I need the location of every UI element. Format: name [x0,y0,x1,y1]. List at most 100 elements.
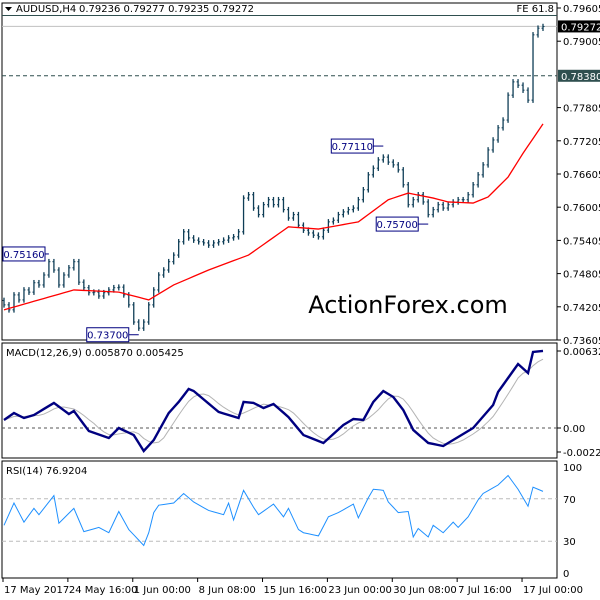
annotation-label: 0.77110 [332,142,373,153]
macd-signal-line [3,358,544,445]
fe-label: FE 61.8 [516,4,554,15]
price-bar [137,319,141,331]
price-annotation: 0.75160 [2,246,49,262]
price-bar [526,87,530,103]
ma-line [3,123,544,311]
price-bar [291,211,295,221]
price-bar [192,235,196,243]
price-tick-label: 0.73605 [563,336,600,347]
price-bar [122,284,126,298]
macd-line [3,349,544,453]
price-bar [426,199,430,218]
price-bar [511,79,515,98]
price-bar [476,172,480,188]
price-bar [22,287,26,303]
price-bar [222,237,226,245]
rsi-panel [1,460,558,579]
price-bar [361,187,365,203]
price-bar [227,235,231,243]
price-annotation: 0.73700 [86,327,139,343]
price-bar [481,162,485,178]
price-tick-label: 0.79005 [563,37,600,48]
price-tick-label: 0.74205 [563,303,600,314]
price-bar [376,157,380,171]
rsi-indicator: 100 70 30 0 [2,463,582,580]
price-bar [321,227,325,240]
moving-average [3,123,544,311]
price-bar [441,201,445,211]
macd-indicator: 0.006326 0.00 -0.002253 [2,347,600,459]
price-bar [486,147,490,168]
price-bar [421,191,425,205]
macd-panel [1,342,558,459]
price-bar [77,258,81,285]
price-tick-label: 0.77205 [563,137,600,148]
price-bar [436,201,440,213]
price-tick-label: 0.74805 [563,270,600,281]
current-price-label: 0.79272 [561,22,600,33]
price-bar [316,232,320,240]
price-bar [212,240,216,248]
price-bar [272,196,275,208]
price-bar [366,172,370,193]
price-tick-label: 0.79605 [563,4,600,15]
ohlc-values: 0.79236 0.79277 0.79235 0.79272 [79,4,254,15]
price-bar [37,279,41,288]
price-bar [57,267,61,288]
price-bar [531,32,535,103]
rsi-tick-label: 0 [563,569,569,580]
price-bar [461,196,465,203]
symbol-label: AUDUSD,H4 [16,4,76,15]
price-bar [132,302,136,325]
collapse-triangle-icon[interactable] [5,7,12,11]
price-bar [401,167,405,188]
price-bar [331,217,335,225]
rsi-tick-label: 30 [563,537,576,548]
price-bar [446,201,450,211]
price-bar [496,125,500,143]
time-tick-label: 17 May 2017 [4,585,69,596]
price-bar [237,229,241,240]
price-bar [466,191,470,203]
price-bar [391,159,395,168]
price-bar [406,182,410,208]
price-bar [32,279,36,295]
price-bar [386,154,390,165]
macd-title: MACD(12,26,9) 0.005870 0.005425 [6,348,184,359]
price-bar [411,196,415,208]
price-bar [232,234,236,241]
annotation-label: 0.75160 [3,250,44,261]
time-axis: 17 May 2017 24 May 16:001 Jun 00:00 8 Jun … [2,578,583,596]
price-bar [142,319,146,331]
price-bar [506,92,510,123]
time-tick-label: 17 Jul 00:00 [523,585,583,596]
rsi-tick-label: 70 [563,495,576,506]
price-bar [456,196,460,205]
price-bar [82,279,86,291]
price-bar [182,229,186,245]
price-bar [326,219,330,233]
price-bar [247,191,251,201]
macd-tick-label: 0.006326 [563,347,600,358]
price-bar [47,258,51,278]
price-bar [42,272,46,288]
time-tick-label: 30 Jun 08:00 [393,585,457,596]
price-bar [157,272,161,293]
price-bar [416,191,420,203]
time-tick-label: 23 Jun 00:00 [328,585,392,596]
price-bar [311,230,315,238]
price-bar [381,154,385,163]
watermark: ActionForex.com [308,291,508,319]
price-bar [202,239,206,246]
rsi-tick-label: 100 [563,463,582,474]
price-bar [177,239,181,258]
time-tick-label: 1 Jun 00:00 [134,585,191,596]
price-bar [257,205,261,218]
price-bar [341,209,345,218]
price-bar [356,196,360,211]
price-bar [346,206,350,215]
price-annotation: 0.75700 [375,216,429,232]
price-bar [172,252,176,265]
